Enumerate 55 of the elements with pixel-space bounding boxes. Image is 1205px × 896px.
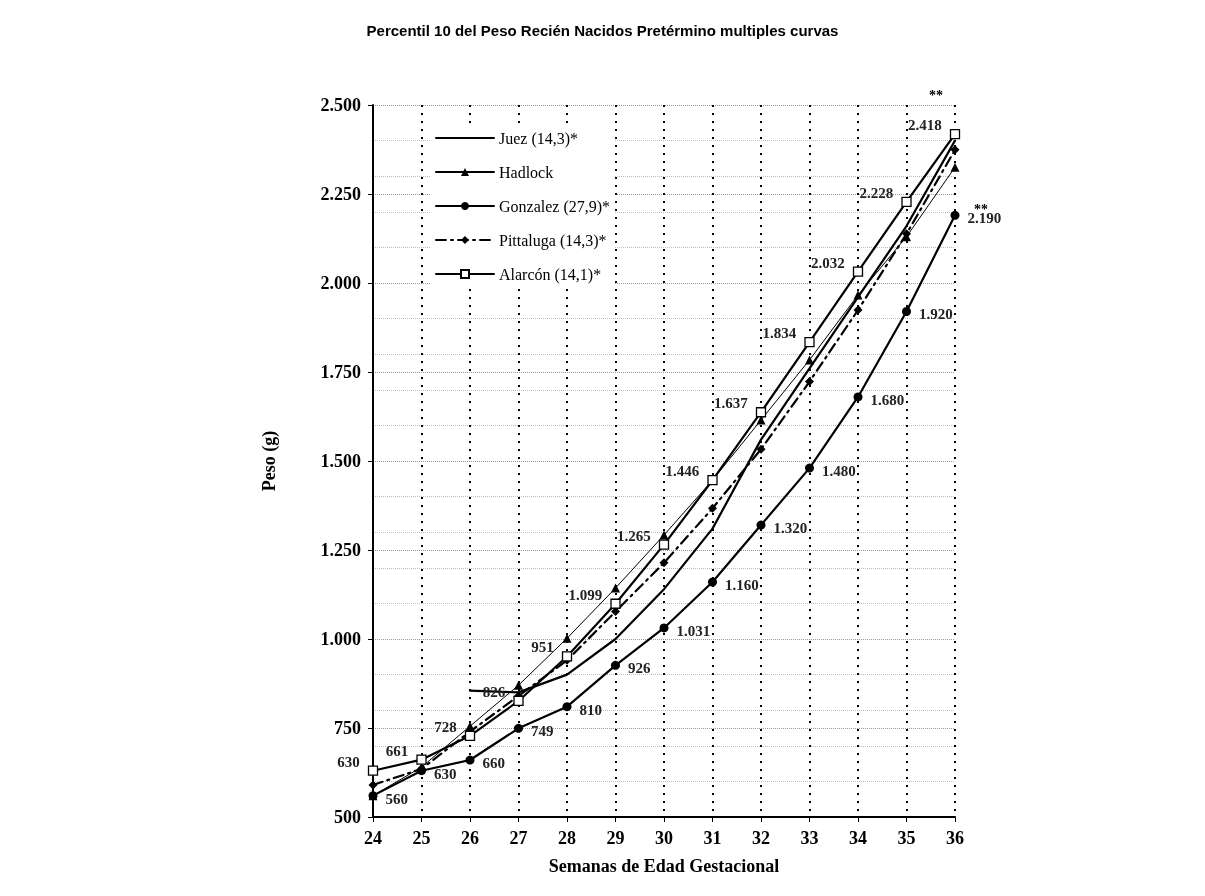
y-tick-label: 750 bbox=[334, 718, 361, 738]
y-tick-label: 2.500 bbox=[320, 95, 361, 115]
x-tick-label: 27 bbox=[509, 828, 528, 848]
data-label: 1.834 bbox=[762, 325, 797, 342]
data-label: 1.480 bbox=[822, 463, 856, 480]
x-tick-label: 25 bbox=[412, 828, 431, 848]
data-label: 560 bbox=[385, 790, 408, 807]
data-label: 2.418 bbox=[908, 117, 942, 134]
y-tick-label: 500 bbox=[334, 807, 361, 827]
x-tick-label: 32 bbox=[752, 828, 770, 848]
data-label: 749 bbox=[531, 723, 554, 740]
data-label: 728 bbox=[434, 718, 457, 735]
x-tick-label: 29 bbox=[606, 828, 625, 848]
data-label: 951 bbox=[531, 639, 554, 656]
x-tick-label: 33 bbox=[800, 828, 819, 848]
data-label: 1.637 bbox=[714, 395, 749, 412]
x-tick-label: 26 bbox=[461, 828, 479, 848]
y-tick-label: 2.000 bbox=[320, 273, 361, 293]
x-tick-label: 35 bbox=[897, 828, 916, 848]
y-tick-label: 1.250 bbox=[320, 540, 361, 560]
y-tick-label: 1.500 bbox=[320, 451, 361, 471]
x-tick-label: 34 bbox=[849, 828, 867, 848]
data-label: 630 bbox=[434, 765, 457, 782]
data-label: 1.265 bbox=[617, 527, 651, 544]
data-label: 1.160 bbox=[725, 577, 759, 594]
data-label: 1.320 bbox=[773, 520, 808, 537]
data-label: 1.099 bbox=[568, 586, 603, 603]
data-label: 810 bbox=[579, 701, 602, 718]
legend-label: Juez (14,3)* bbox=[499, 129, 579, 148]
data-label: 2.032 bbox=[811, 254, 845, 271]
data-label: 1.920 bbox=[919, 306, 953, 323]
x-tick-label: 30 bbox=[655, 828, 673, 848]
x-axis-title: Semanas de Edad Gestacional bbox=[548, 856, 780, 876]
data-label: 661 bbox=[385, 742, 409, 759]
legend-label: Hadlock bbox=[499, 163, 554, 181]
data-label: 926 bbox=[628, 660, 651, 677]
x-tick-label: 28 bbox=[558, 828, 576, 848]
y-tick-label: 1.750 bbox=[320, 362, 361, 382]
y-tick-label: 2.250 bbox=[320, 184, 361, 204]
data-label: 1.031 bbox=[676, 622, 711, 639]
x-tick-label: 31 bbox=[703, 828, 722, 848]
legend-label: Gonzalez (27,9)* bbox=[499, 197, 611, 216]
legend-label: Alarcón (14,1)* bbox=[499, 265, 602, 284]
data-label: 660 bbox=[482, 755, 505, 772]
data-label: 2.228 bbox=[859, 184, 894, 201]
legend-label: Pittaluga (14,3)* bbox=[499, 231, 607, 250]
data-label: 630 bbox=[337, 753, 360, 770]
data-label: 1.680 bbox=[870, 391, 905, 408]
chart-title: Percentil 10 del Peso Recién Nacidos Pretérmino multiples curvas bbox=[366, 22, 839, 39]
x-tick-label: 24 bbox=[364, 828, 382, 848]
y-tick-label: 1.000 bbox=[320, 629, 361, 649]
text: ** bbox=[929, 87, 943, 103]
y-axis-title: Peso (g) bbox=[259, 430, 280, 492]
data-label: 1.446 bbox=[665, 463, 700, 480]
x-tick-label: 36 bbox=[946, 828, 964, 848]
